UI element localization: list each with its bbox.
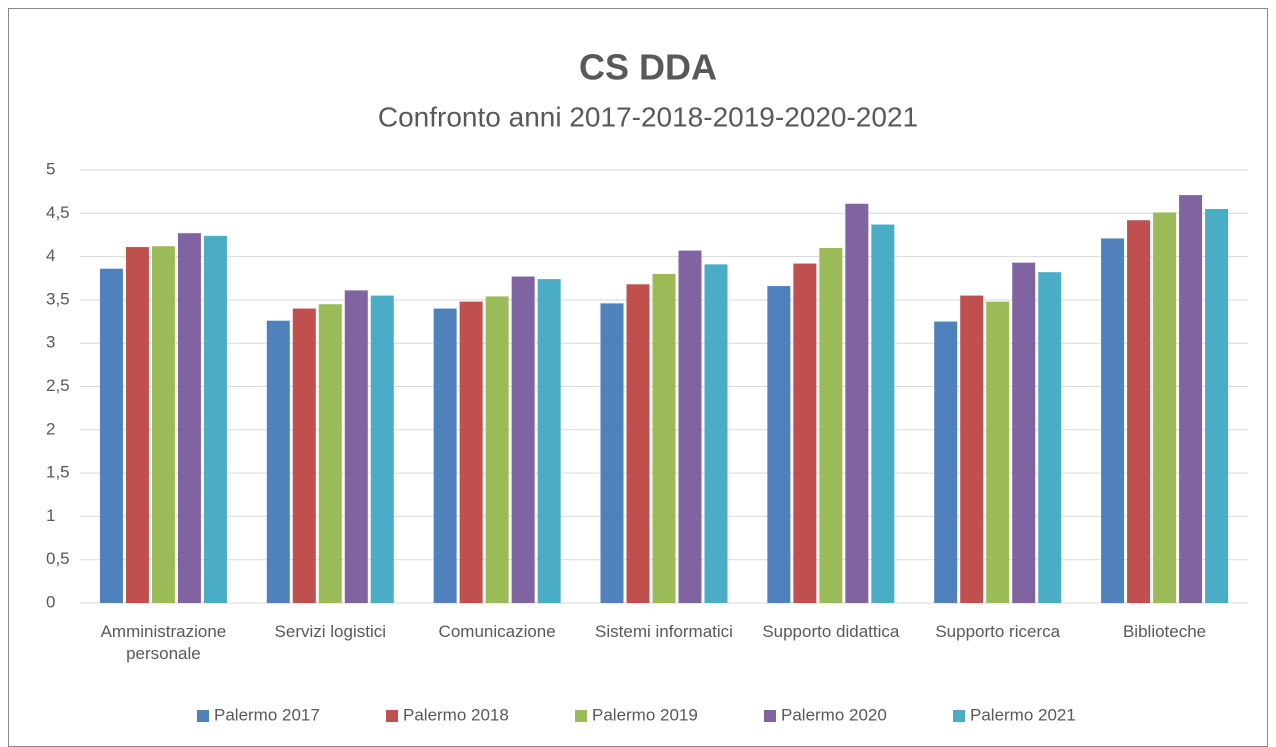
bar (203, 235, 227, 604)
y-tick-label: 2,5 (46, 376, 70, 395)
x-tick-label: Comunicazione (438, 622, 556, 641)
y-tick-label: 3 (46, 333, 55, 352)
bar (845, 203, 869, 604)
bar (626, 284, 650, 603)
x-tick-label: Sistemi informatici (595, 622, 733, 641)
legend-swatch (575, 710, 587, 722)
y-tick-label: 0,5 (46, 549, 70, 568)
bar (600, 303, 624, 603)
bar (1101, 238, 1125, 603)
bar (99, 268, 123, 603)
y-tick-label: 4 (46, 246, 55, 265)
y-tick-label: 3,5 (46, 289, 70, 308)
bar (871, 224, 895, 604)
legend-swatch (386, 710, 398, 722)
legend-label: Palermo 2018 (403, 705, 509, 724)
x-tick-label: Servizi logistici (274, 622, 387, 641)
bar (370, 295, 394, 603)
y-tick-label: 2 (46, 419, 55, 438)
bar (1038, 272, 1062, 603)
legend-swatch (953, 710, 965, 722)
x-tick-label: Biblioteche (1122, 622, 1207, 641)
x-tick-label: Amministrazione personale (100, 622, 227, 663)
legend-swatch (764, 710, 776, 722)
bar (537, 279, 561, 603)
bar (767, 286, 791, 603)
bar (793, 263, 817, 603)
bar (177, 233, 201, 603)
x-tick-label: Supporto didattica (762, 622, 900, 641)
y-tick-label: 5 (46, 159, 55, 178)
bar (1179, 195, 1203, 603)
chart-subtitle: Confronto anni 2017-2018-2019-2020-2021 (378, 101, 918, 132)
bar (125, 247, 149, 603)
bar (266, 320, 290, 603)
bar (485, 296, 509, 603)
bar (1153, 212, 1177, 603)
bar (652, 273, 676, 603)
bar (934, 321, 958, 603)
y-tick-label: 1 (46, 506, 55, 525)
bar (318, 304, 342, 603)
bar (344, 290, 368, 603)
y-tick-label: 4,5 (46, 203, 70, 222)
legend-swatch (197, 710, 209, 722)
bar (433, 308, 457, 603)
bar (1205, 208, 1229, 603)
chart-title: CS DDA (579, 47, 717, 88)
y-tick-label: 1,5 (46, 463, 70, 482)
bar (678, 250, 702, 603)
bar (1012, 262, 1036, 603)
y-tick-label: 0 (46, 592, 55, 611)
bar (960, 295, 984, 603)
bar (511, 276, 535, 603)
bar (986, 301, 1010, 603)
bar (1127, 220, 1151, 603)
bar (292, 308, 316, 603)
x-tick-label: Supporto ricerca (935, 622, 1061, 641)
bar (819, 247, 843, 603)
bar (151, 246, 175, 603)
legend-label: Palermo 2017 (214, 705, 320, 724)
legend-label: Palermo 2021 (970, 705, 1076, 724)
bar (704, 264, 728, 603)
legend-label: Palermo 2020 (781, 705, 887, 724)
legend-label: Palermo 2019 (592, 705, 698, 724)
bar (459, 301, 483, 603)
